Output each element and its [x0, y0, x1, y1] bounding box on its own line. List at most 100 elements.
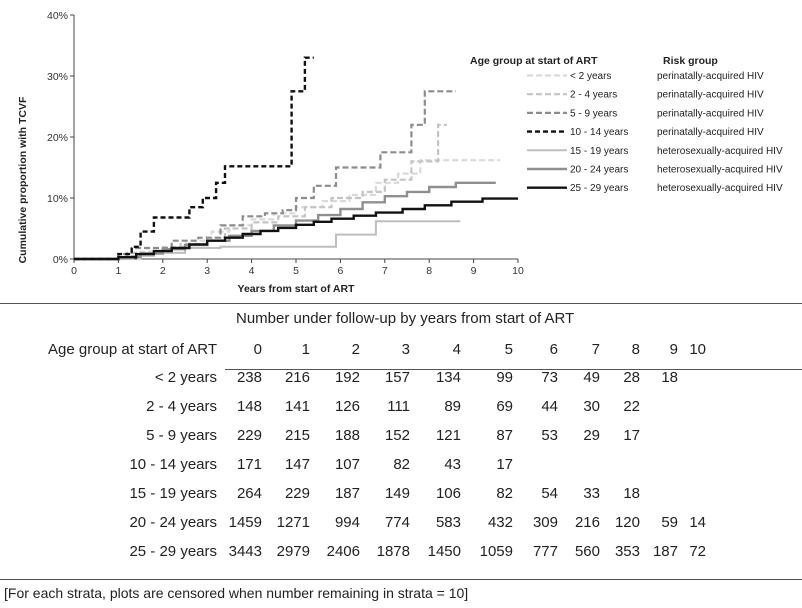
x-tick-label: 4	[249, 265, 255, 277]
table-cell	[640, 421, 678, 450]
table-cell: 120	[614, 514, 640, 531]
table-cell: 229	[236, 427, 262, 444]
table-cell	[678, 479, 706, 508]
table-cell: 43	[444, 456, 461, 473]
table-cell: 229	[284, 485, 310, 502]
table-col-header: 6	[549, 340, 558, 358]
legend-risk-label: heterosexually-acquired HIV	[657, 146, 783, 157]
table-cell: 126	[334, 398, 360, 415]
table-row-label: 2 - 4 years	[146, 398, 217, 415]
table-cell: 187	[652, 543, 678, 560]
table-row: 25 - 29 years 3443 2979 2406 1878 1450 1059 777…	[4, 537, 706, 566]
legend-age-label: 15 - 19 years	[570, 146, 628, 157]
table-cell: 30	[583, 398, 600, 415]
legend-risk-label: perinatally-acquired HIV	[657, 108, 764, 119]
table-cell: 188	[334, 427, 360, 444]
table-cell: 141	[284, 398, 310, 415]
chart-series	[74, 56, 518, 261]
x-tick-label: 8	[426, 265, 432, 277]
table-cell	[678, 421, 706, 450]
table-row-label: 25 - 29 years	[129, 543, 217, 560]
table-cell: 107	[334, 456, 360, 473]
x-tick-label: 9	[471, 265, 477, 277]
table-cell	[640, 450, 678, 479]
table-cell: 73	[541, 369, 558, 386]
legend-risk-header: Risk group	[663, 55, 718, 67]
y-tick-label: 0%	[53, 254, 68, 266]
series-line	[74, 197, 518, 261]
table-cell: 3443	[228, 543, 262, 560]
chart-legend: < 2 years perinatally-acquired HIV 2 - 4 y…	[527, 71, 783, 194]
number-at-risk-table: Age group at start of ART 0 1 2 3 4 5 6 …	[4, 335, 706, 566]
table-cell: 44	[541, 398, 558, 415]
table-row-label: 15 - 19 years	[129, 485, 217, 502]
x-tick-label: 7	[382, 265, 388, 277]
table-body: < 2 years 238 216 192 157 134 99 73 49 28 18 2 - 4 …	[4, 363, 706, 566]
table-cell: 148	[236, 398, 262, 415]
table-cell: 53	[541, 427, 558, 444]
table-cell: 152	[384, 427, 410, 444]
table-col-header: 10	[689, 340, 706, 358]
table-cell: 106	[435, 485, 461, 502]
table-cell: 560	[574, 543, 600, 560]
table-cell: 238	[236, 369, 262, 386]
table-cell: 1878	[376, 543, 410, 560]
table-cell: 87	[496, 427, 513, 444]
legend-risk-label: heterosexually-acquired HIV	[657, 183, 783, 194]
km-chart: 0 1 2 3 4 5 6 7 8 9 10 0% 10% 20% 30% 40% < 2 years peri…	[17, 10, 783, 295]
table-cell: 18	[661, 369, 678, 386]
table-cell: 774	[384, 514, 410, 531]
table-cell: 353	[614, 543, 640, 560]
x-axis-label: Years from start of ART	[238, 283, 355, 295]
table-row-label: 10 - 14 years	[129, 456, 217, 473]
legend-age-label: 2 - 4 years	[570, 90, 617, 101]
table-col-header: 3	[401, 340, 410, 358]
table-cell	[678, 450, 706, 479]
table-col-header: 7	[591, 340, 600, 358]
table-cell: 171	[236, 456, 262, 473]
table-col-header: 9	[669, 340, 678, 358]
table-cell: 216	[574, 514, 600, 531]
table-cell: 121	[435, 427, 461, 444]
y-tick-label: 40%	[47, 10, 68, 22]
x-tick-label: 1	[115, 265, 121, 277]
legend-age-label: < 2 years	[570, 71, 611, 82]
x-tick-label: 10	[512, 265, 524, 277]
x-tick-label: 0	[71, 265, 77, 277]
table-cell: 432	[487, 514, 513, 531]
table-cell	[678, 363, 706, 392]
table-row-label: 20 - 24 years	[129, 514, 217, 531]
series-line	[74, 123, 447, 261]
table-cell: 54	[541, 485, 558, 502]
table-cell: 1459	[228, 514, 262, 531]
legend-age-label: 25 - 29 years	[570, 183, 628, 194]
table-cell: 215	[284, 427, 310, 444]
legend-age-label: 5 - 9 years	[570, 108, 617, 119]
table-row-header: Age group at start of ART	[48, 340, 217, 358]
table-cell: 111	[387, 398, 410, 415]
table-row: 20 - 24 years 1459 1271 994 774 583 432 309 216 1…	[4, 508, 706, 537]
table-header-rule	[225, 369, 802, 370]
table-col-header: 8	[631, 340, 640, 358]
table-cell: 89	[444, 398, 461, 415]
table-cell: 99	[496, 369, 513, 386]
x-tick-label: 6	[337, 265, 343, 277]
y-tick-label: 20%	[47, 132, 68, 144]
table-header-row: Age group at start of ART 0 1 2 3 4 5 6 …	[4, 335, 706, 363]
x-tick-label: 3	[204, 265, 210, 277]
table-cell: 192	[334, 369, 360, 386]
x-tick-label: 2	[160, 265, 166, 277]
legend-risk-label: perinatally-acquired HIV	[657, 127, 764, 138]
table-cell	[513, 450, 558, 479]
table-cell: 994	[334, 514, 360, 531]
chart-axes: 0 1 2 3 4 5 6 7 8 9 10 0% 10% 20% 30% 40%	[47, 10, 524, 277]
table-cell: 59	[661, 514, 678, 531]
table-cell: 187	[334, 485, 360, 502]
table-row: 2 - 4 years 148 141 126 111 89 69 44 30 22	[4, 392, 706, 421]
table-cell: 33	[583, 485, 600, 502]
y-tick-label: 10%	[47, 193, 68, 205]
y-tick-label: 30%	[47, 71, 68, 83]
table-col-header: 5	[504, 340, 513, 358]
table-bottom-rule	[0, 579, 802, 580]
table-cell: 2979	[276, 543, 310, 560]
